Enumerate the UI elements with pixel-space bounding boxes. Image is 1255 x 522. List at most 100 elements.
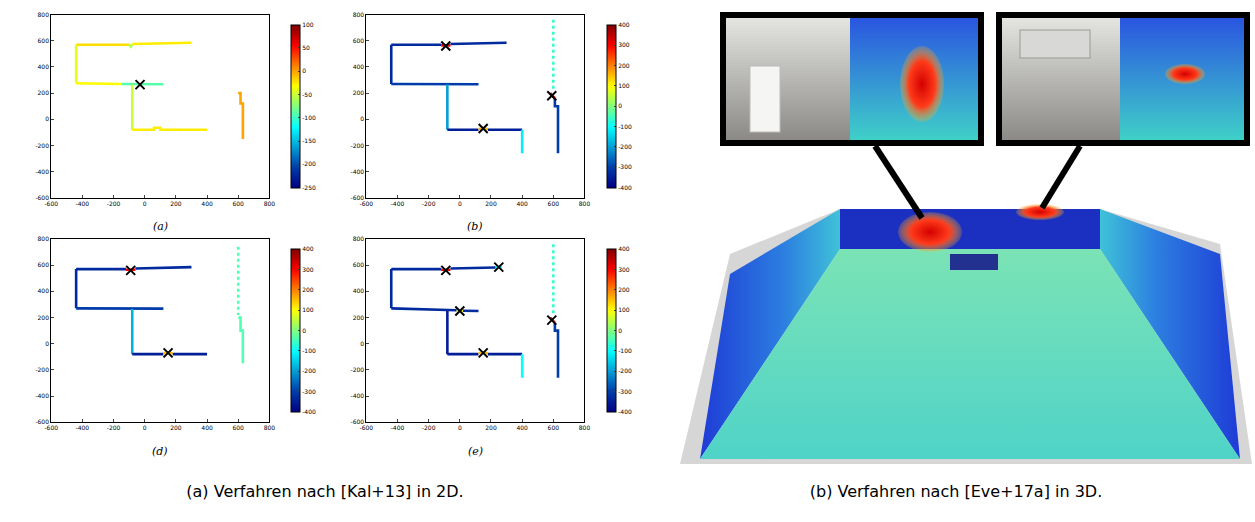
svg-text:200: 200 <box>170 200 182 207</box>
svg-text:0: 0 <box>458 424 462 431</box>
svg-text:600: 600 <box>548 200 560 207</box>
svg-text:100: 100 <box>302 21 314 28</box>
svg-text:-600: -600 <box>351 418 365 425</box>
svg-text:-100: -100 <box>302 347 316 354</box>
svg-text:0: 0 <box>302 67 306 74</box>
svg-text:0: 0 <box>360 115 364 122</box>
svg-text:-200: -200 <box>422 200 436 207</box>
svg-text:-200: -200 <box>618 143 632 150</box>
svg-text:400: 400 <box>38 287 50 294</box>
svg-text:600: 600 <box>548 424 560 431</box>
svg-text:800: 800 <box>579 200 591 207</box>
svg-text:-400: -400 <box>391 200 405 207</box>
svg-text:-50: -50 <box>302 91 312 98</box>
svg-text:200: 200 <box>618 62 630 69</box>
svg-text:-400: -400 <box>76 424 90 431</box>
svg-text:200: 200 <box>38 89 50 96</box>
svg-text:200: 200 <box>170 424 182 431</box>
svg-text:800: 800 <box>264 424 276 431</box>
svg-text:-400: -400 <box>618 184 632 191</box>
svg-text:-300: -300 <box>618 388 632 395</box>
svg-text:200: 200 <box>618 286 630 293</box>
svg-text:(d): (d) <box>152 445 168 458</box>
svg-text:200: 200 <box>38 314 50 321</box>
svg-text:-400: -400 <box>391 424 405 431</box>
svg-text:-600: -600 <box>44 424 58 431</box>
svg-text:-600: -600 <box>35 418 49 425</box>
svg-text:-200: -200 <box>351 366 365 373</box>
svg-text:-600: -600 <box>360 200 374 207</box>
svg-text:600: 600 <box>353 37 365 44</box>
svg-text:-600: -600 <box>351 194 365 201</box>
svg-text:600: 600 <box>232 200 244 207</box>
svg-text:(b): (b) <box>467 220 483 233</box>
svg-text:50: 50 <box>302 44 310 51</box>
svg-text:200: 200 <box>302 286 314 293</box>
svg-text:400: 400 <box>353 63 365 70</box>
svg-text:-200: -200 <box>351 142 365 149</box>
svg-text:300: 300 <box>618 266 630 273</box>
svg-text:-400: -400 <box>618 408 632 415</box>
svg-text:0: 0 <box>618 102 622 109</box>
svg-text:-200: -200 <box>422 424 436 431</box>
svg-text:-200: -200 <box>302 160 316 167</box>
svg-text:-400: -400 <box>351 392 365 399</box>
svg-text:800: 800 <box>264 200 276 207</box>
svg-text:800: 800 <box>353 11 365 18</box>
svg-text:-400: -400 <box>35 168 49 175</box>
svg-text:(e): (e) <box>468 445 483 458</box>
svg-text:0: 0 <box>458 200 462 207</box>
svg-text:-300: -300 <box>302 388 316 395</box>
svg-text:200: 200 <box>485 424 497 431</box>
svg-text:400: 400 <box>353 287 365 294</box>
svg-text:100: 100 <box>302 306 314 313</box>
svg-text:-300: -300 <box>618 163 632 170</box>
svg-text:0: 0 <box>45 115 49 122</box>
svg-text:-200: -200 <box>35 366 49 373</box>
svg-text:200: 200 <box>353 89 365 96</box>
svg-text:-200: -200 <box>107 424 121 431</box>
svg-text:-100: -100 <box>618 123 632 130</box>
svg-text:800: 800 <box>38 11 50 18</box>
svg-text:400: 400 <box>201 200 213 207</box>
svg-text:0: 0 <box>45 340 49 347</box>
svg-text:100: 100 <box>618 82 630 89</box>
svg-text:0: 0 <box>143 424 147 431</box>
svg-text:600: 600 <box>38 37 50 44</box>
svg-text:-600: -600 <box>35 194 49 201</box>
svg-text:400: 400 <box>618 245 630 252</box>
svg-text:400: 400 <box>516 424 528 431</box>
svg-text:-600: -600 <box>44 200 58 207</box>
svg-text:200: 200 <box>353 314 365 321</box>
svg-text:0: 0 <box>143 200 147 207</box>
svg-text:400: 400 <box>201 424 213 431</box>
svg-text:800: 800 <box>579 424 591 431</box>
svg-text:(a): (a) <box>153 220 168 233</box>
svg-text:-150: -150 <box>302 137 316 144</box>
svg-text:-400: -400 <box>35 392 49 399</box>
svg-text:300: 300 <box>618 41 630 48</box>
svg-text:-250: -250 <box>302 184 316 191</box>
svg-text:-400: -400 <box>76 200 90 207</box>
svg-text:800: 800 <box>353 235 365 242</box>
svg-text:400: 400 <box>302 245 314 252</box>
svg-text:0: 0 <box>618 327 622 334</box>
svg-text:600: 600 <box>232 424 244 431</box>
svg-text:-200: -200 <box>107 200 121 207</box>
svg-text:-200: -200 <box>35 142 49 149</box>
svg-text:-100: -100 <box>618 347 632 354</box>
svg-text:400: 400 <box>618 21 630 28</box>
svg-text:-400: -400 <box>351 168 365 175</box>
svg-text:200: 200 <box>485 200 497 207</box>
svg-text:600: 600 <box>353 261 365 268</box>
svg-text:0: 0 <box>360 340 364 347</box>
svg-text:-100: -100 <box>302 114 316 121</box>
svg-text:400: 400 <box>38 63 50 70</box>
svg-text:800: 800 <box>38 235 50 242</box>
svg-text:-600: -600 <box>360 424 374 431</box>
svg-text:300: 300 <box>302 266 314 273</box>
svg-text:400: 400 <box>516 200 528 207</box>
svg-text:-200: -200 <box>618 367 632 374</box>
svg-text:0: 0 <box>302 327 306 334</box>
svg-text:100: 100 <box>618 306 630 313</box>
